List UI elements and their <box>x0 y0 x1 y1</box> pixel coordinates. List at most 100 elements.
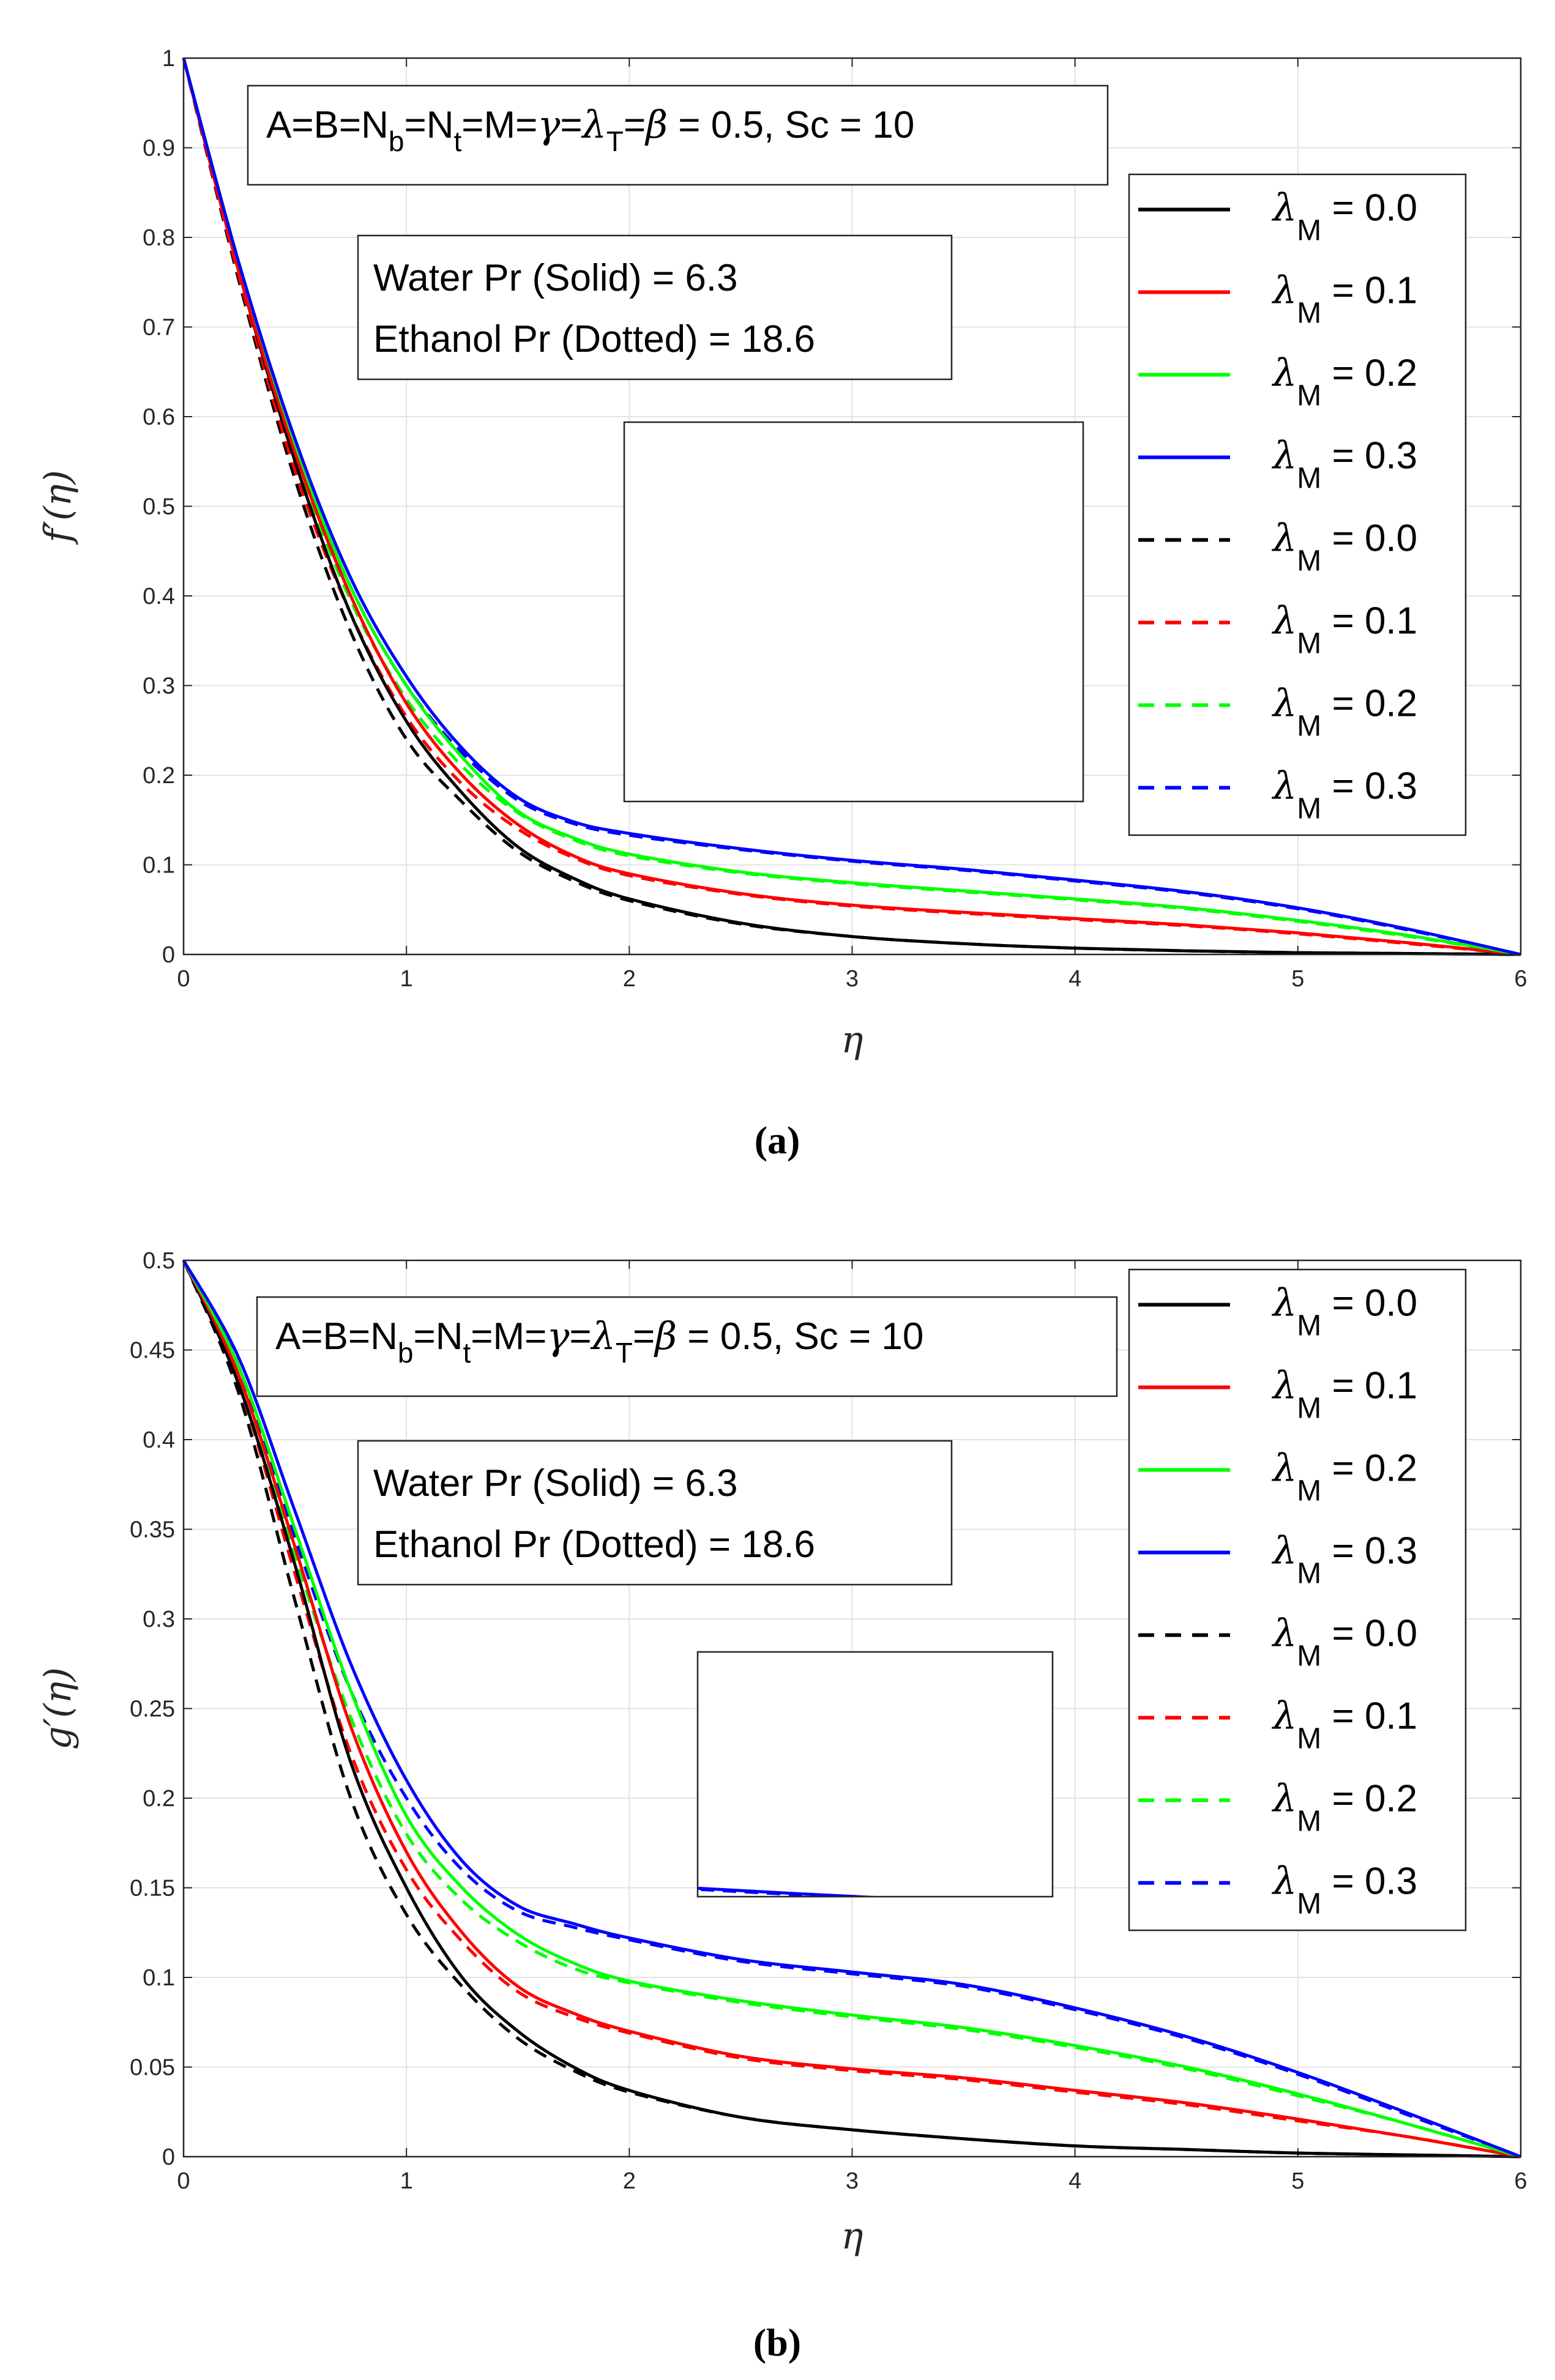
y-tick-label: 0.2 <box>143 1786 175 1812</box>
text-run: = <box>633 1315 655 1358</box>
text-run: = 0.0 <box>1321 1282 1417 1325</box>
inset-curves <box>698 1886 889 1897</box>
text-run: b <box>389 125 405 157</box>
x-tick-label: 6 <box>1514 966 1527 992</box>
text-run: λ <box>1271 433 1297 478</box>
text-run: = <box>624 104 646 146</box>
legend-entry: λM = 0.2 <box>1271 1446 1417 1508</box>
y-tick-label: 0.8 <box>143 225 175 251</box>
legend-entry: λM = 0.3 <box>1271 764 1417 825</box>
text-run: λ <box>1271 1528 1297 1573</box>
text-run: T <box>616 1337 633 1369</box>
panel-caption: (a) <box>755 1118 800 1162</box>
legend-entry: λM = 0.2 <box>1271 681 1417 743</box>
text-run: λ <box>1271 1611 1297 1656</box>
text-run: λ <box>581 102 606 147</box>
y-tick-label: 0.05 <box>130 2055 175 2081</box>
text-run: M <box>1297 793 1321 825</box>
inset-frame <box>623 421 1084 803</box>
text-run: λ <box>1271 681 1297 726</box>
text-run: = 0.2 <box>1321 352 1417 395</box>
series-line-6 <box>182 1259 1521 2159</box>
text-run: = 0.0 <box>1321 1613 1417 1655</box>
legend-entry: λM = 0.2 <box>1271 351 1417 412</box>
text-run: =N <box>405 104 454 146</box>
y-tick-label: 0.15 <box>130 1876 175 1902</box>
inset-background <box>698 1652 1053 1897</box>
series-line-5 <box>182 1259 1521 2159</box>
series-line-2 <box>182 58 1521 956</box>
chart-panel-b: 0 1 2 3 4 5 6 0 0.05 0.1 0.15 0.2 0.25 0.3 0.35 0.4 0.45… <box>37 1248 1527 2364</box>
prandtl-water-text: Water Pr (Solid) = 6.3 <box>373 257 738 299</box>
x-tick-label: 4 <box>1068 2168 1081 2194</box>
x-tick-label: 5 <box>1291 2168 1304 2194</box>
text-run: b <box>398 1337 414 1369</box>
series-line-3 <box>182 1259 1521 2159</box>
y-tick-label: 0.9 <box>143 136 175 162</box>
legend-entry: λM = 0.1 <box>1271 598 1417 660</box>
text-run: M <box>1297 545 1321 578</box>
legend-entry: λM = 0.1 <box>1271 268 1417 330</box>
text-run: = 0.1 <box>1321 1695 1417 1738</box>
text-run: = 0.1 <box>1321 270 1417 312</box>
prandtl-ethanol-text: Ethanol Pr (Dotted) = 18.6 <box>373 1523 815 1566</box>
x-tick-label: 3 <box>846 2168 859 2194</box>
x-tick-label: 3 <box>846 966 859 992</box>
y-tick-label: 1 <box>162 46 175 72</box>
text-run: λ <box>1271 516 1297 560</box>
legend-box <box>1128 173 1467 836</box>
text-run: λ <box>1271 351 1297 395</box>
chart-panel-a: 0 1 2 3 4 5 6 0 0.1 0.2 0.3 0.4 0.5 0.6 0.7 0.8 0.9 1 η f′(… <box>37 46 1527 1162</box>
parameter-text: A=B=Nb=Nt=M=γ=λT=β = 0.5, Sc = 10 <box>275 1314 923 1369</box>
y-axis-label: f′(η) <box>37 470 80 545</box>
zoom-inset <box>696 1651 1054 1898</box>
y-tick-label: 0.4 <box>143 1427 175 1453</box>
y-axis-label: g′(η) <box>37 1667 80 1750</box>
text-run: = 0.2 <box>1321 1448 1417 1490</box>
text-run: M <box>1297 1888 1321 1921</box>
text-run: = <box>560 104 582 146</box>
y-tick-label: 0.3 <box>143 1607 175 1632</box>
series-line-0 <box>182 1259 1521 2159</box>
text-run: M <box>1297 215 1321 247</box>
series-line-2 <box>182 1259 1521 2159</box>
x-tick-label: 2 <box>623 966 636 992</box>
text-run: A=B=N <box>275 1315 398 1358</box>
y-tick-label: 0.1 <box>143 1965 175 1991</box>
text-run: λ <box>1271 1363 1297 1408</box>
text-run: M <box>1297 1723 1321 1755</box>
legend-entry: λM = 0.0 <box>1271 516 1417 578</box>
y-tick-label: 0.35 <box>130 1517 175 1543</box>
y-tick-label: 0.1 <box>143 853 175 879</box>
text-run: t <box>463 1337 471 1369</box>
prandtl-box <box>357 1440 953 1586</box>
x-axis-label: η <box>841 2215 863 2258</box>
text-run: = 0.3 <box>1321 1530 1417 1572</box>
y-tick-label: 0 <box>162 2144 175 2170</box>
text-run: λ <box>1271 1281 1297 1325</box>
series-line-0 <box>182 58 1521 956</box>
text-run: = 0.3 <box>1321 1861 1417 1903</box>
legend-entry: λM = 0.3 <box>1271 1528 1417 1590</box>
text-run: λ <box>1271 1694 1297 1738</box>
prandtl-ethanol-text: Ethanol Pr (Dotted) = 18.6 <box>373 318 815 360</box>
panel-caption: (b) <box>753 2321 801 2364</box>
x-tick-label: 0 <box>177 2168 190 2194</box>
parameter-box <box>256 1296 1118 1397</box>
text-run: = 0.1 <box>1321 600 1417 642</box>
y-tick-label: 0.6 <box>143 404 175 430</box>
text-run: λ <box>1271 185 1297 230</box>
x-tick-label: 5 <box>1291 966 1304 992</box>
text-run: =M= <box>461 104 537 146</box>
text-run: M <box>1297 628 1321 660</box>
text-run: β <box>654 1314 677 1358</box>
text-run: t <box>453 125 461 157</box>
text-run: M <box>1297 1475 1321 1508</box>
text-run: M <box>1297 463 1321 495</box>
legend-entry: λM = 0.1 <box>1271 1694 1417 1755</box>
legend-entry: λM = 0.0 <box>1271 185 1417 247</box>
text-run: λ <box>1271 1776 1297 1821</box>
text-run: M <box>1297 1640 1321 1673</box>
series-line-1 <box>182 58 1521 956</box>
text-run: λ <box>1271 268 1297 313</box>
